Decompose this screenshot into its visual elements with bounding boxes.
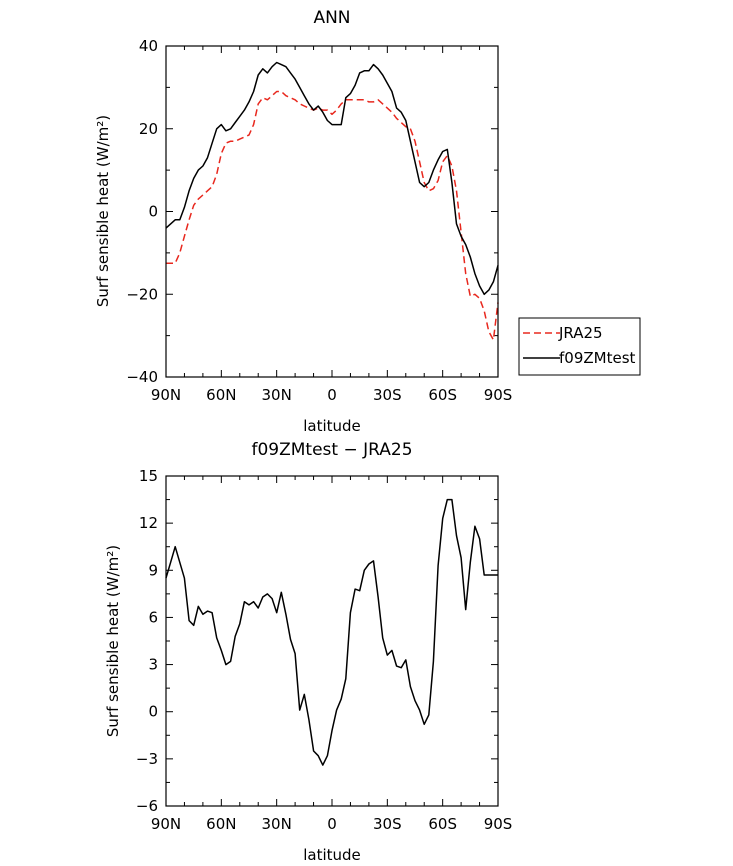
y-tick-label: 9	[148, 561, 158, 579]
top-legend: JRA25 f09ZMtest	[518, 317, 641, 376]
y-tick-label: 3	[148, 656, 158, 674]
top-series-lines	[165, 61, 499, 341]
top-chart-title: ANN	[313, 8, 350, 28]
x-tick-label: 60S	[428, 815, 457, 833]
series-line-difference	[165, 498, 498, 766]
bottom-plot-frame	[165, 475, 499, 807]
x-tick-label: 90N	[151, 815, 181, 833]
x-tick-label: 30S	[373, 386, 402, 404]
bottom-y-axis-label: Surf sensible heat (W/m²)	[104, 545, 122, 737]
bottom-series-lines	[165, 498, 498, 766]
y-tick-label: 0	[148, 703, 158, 721]
top-plot-frame	[165, 45, 499, 378]
y-tick-label: 40	[139, 37, 158, 55]
y-tick-label: 15	[139, 467, 158, 485]
bottom-axis-ticks	[165, 475, 499, 807]
top-x-axis-label: latitude	[303, 417, 361, 435]
top-y-tick-labels: −40 −20 0 20 40	[126, 37, 158, 386]
x-tick-label: 60S	[428, 386, 457, 404]
x-tick-label: 30N	[262, 386, 292, 404]
bottom-y-tick-labels: −6 −3 0 3 6 9 12 15	[136, 467, 158, 815]
legend-label-jra25: JRA25	[558, 324, 603, 342]
x-tick-label: 90S	[484, 815, 513, 833]
y-tick-label: 20	[139, 120, 158, 138]
y-tick-label: 12	[139, 514, 158, 532]
svg-text:Surf sensible heat (W/m²): Surf sensible heat (W/m²)	[104, 545, 122, 737]
top-axis-ticks	[165, 45, 499, 378]
y-tick-label: 0	[148, 203, 158, 221]
series-line-jra25	[166, 90, 499, 341]
x-tick-label: 90N	[151, 386, 181, 404]
y-tick-label: −3	[136, 750, 158, 768]
x-tick-label: 30N	[262, 815, 292, 833]
top-y-axis-label: Surf sensible heat (W/m²)	[94, 115, 112, 307]
y-tick-label: −6	[136, 797, 158, 815]
y-tick-label: −40	[126, 368, 158, 386]
series-line-f09zmtest	[165, 61, 499, 296]
bottom-x-tick-labels: 90N 60N 30N 0 30S 60S 90S	[151, 815, 512, 833]
y-tick-label: −20	[126, 285, 158, 303]
bottom-x-axis-label: latitude	[303, 846, 361, 864]
x-tick-label: 90S	[484, 386, 513, 404]
bottom-chart-title: f09ZMtest − JRA25	[251, 440, 412, 460]
legend-label-f09zmtest: f09ZMtest	[559, 349, 636, 367]
top-panel: ANN Surf sensible heat (W/m²) latitude −…	[94, 8, 641, 435]
top-x-tick-labels: 90N 60N 30N 0 30S 60S 90S	[151, 386, 512, 404]
legend-box	[518, 317, 641, 376]
x-tick-label: 60N	[206, 815, 236, 833]
x-tick-label: 60N	[206, 386, 236, 404]
bottom-panel: f09ZMtest − JRA25 Surf sensible heat (W/…	[104, 440, 512, 864]
x-tick-label: 30S	[373, 815, 402, 833]
y-tick-label: 6	[148, 608, 158, 626]
x-tick-label: 0	[327, 815, 337, 833]
x-tick-label: 0	[327, 386, 337, 404]
svg-text:Surf sensible heat (W/m²): Surf sensible heat (W/m²)	[94, 115, 112, 307]
